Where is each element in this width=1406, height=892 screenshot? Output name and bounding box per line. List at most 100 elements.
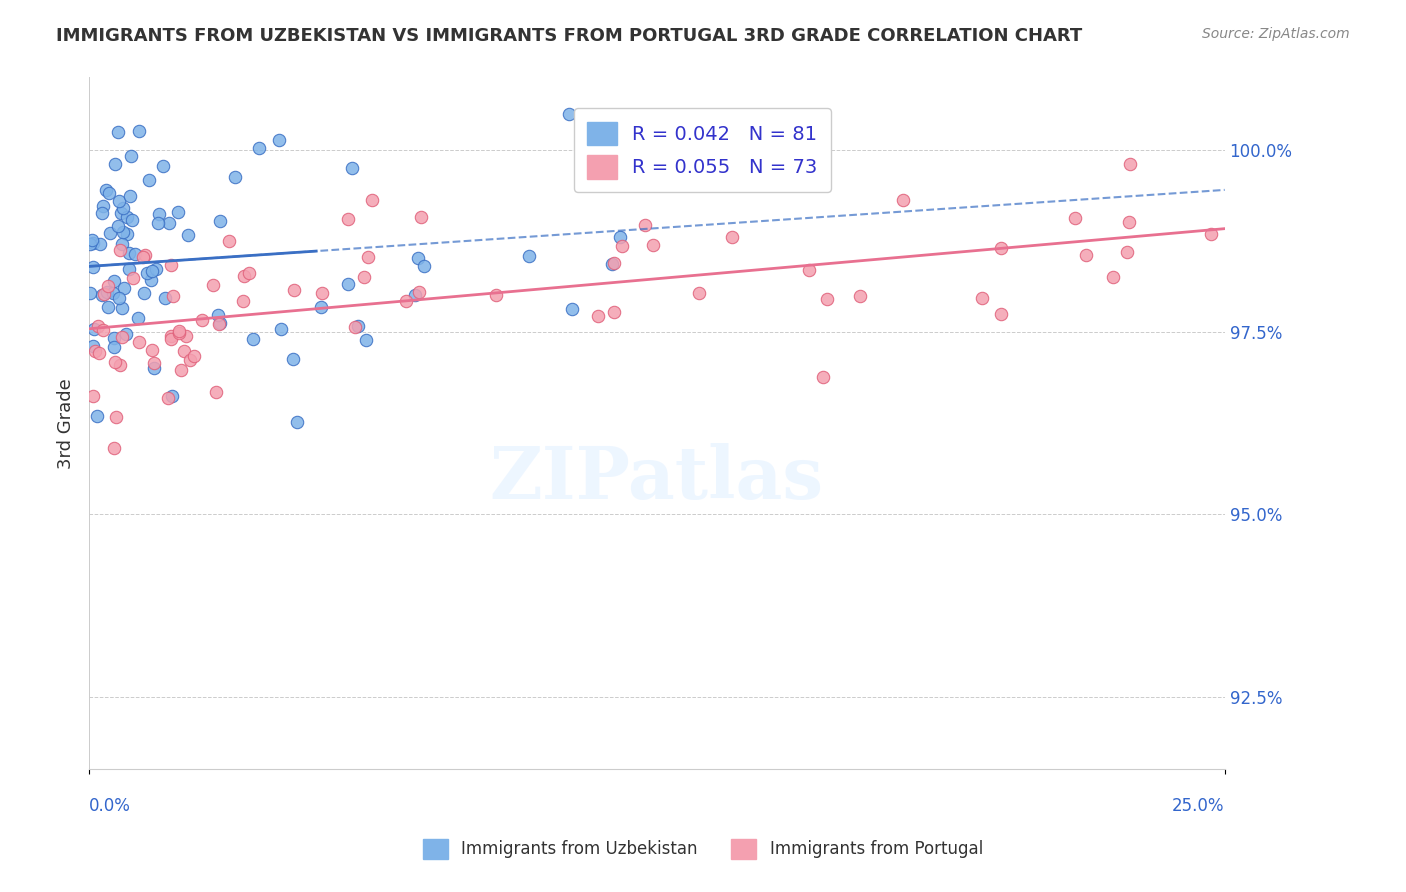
- Point: [283, 283, 305, 297]
- Point: [633, 219, 655, 233]
- Point: [122, 271, 145, 285]
- Point: [811, 370, 834, 384]
- Point: [98, 226, 121, 240]
- Point: [138, 173, 160, 187]
- Point: [103, 340, 125, 354]
- Point: [337, 277, 360, 291]
- Point: [169, 326, 191, 340]
- Point: [270, 322, 292, 336]
- Point: [267, 133, 290, 147]
- Point: [1064, 211, 1087, 226]
- Point: [108, 243, 131, 257]
- Point: [281, 351, 304, 366]
- Point: [145, 261, 167, 276]
- Point: [238, 266, 260, 280]
- Point: [82, 389, 104, 403]
- Point: [91, 287, 114, 301]
- Point: [602, 305, 624, 319]
- Point: [157, 391, 180, 405]
- Point: [612, 239, 634, 253]
- Point: [588, 310, 610, 324]
- Point: [96, 285, 118, 300]
- Point: [183, 349, 205, 363]
- Point: [83, 322, 105, 336]
- Point: [721, 229, 744, 244]
- Point: [395, 293, 418, 308]
- Point: [141, 263, 163, 277]
- Point: [148, 216, 170, 230]
- Point: [118, 245, 141, 260]
- Point: [143, 361, 166, 376]
- Point: [340, 161, 363, 175]
- Point: [90, 206, 112, 220]
- Point: [408, 285, 430, 300]
- Point: [152, 159, 174, 173]
- Point: [98, 186, 121, 200]
- Point: [131, 250, 153, 264]
- Point: [143, 356, 166, 370]
- Point: [177, 227, 200, 242]
- Point: [218, 234, 240, 248]
- Point: [93, 323, 115, 337]
- Point: [110, 206, 132, 220]
- Point: [103, 441, 125, 455]
- Point: [558, 107, 581, 121]
- Legend: R = 0.042   N = 81, R = 0.055   N = 73: R = 0.042 N = 81, R = 0.055 N = 73: [574, 108, 831, 193]
- Point: [603, 256, 626, 270]
- Point: [848, 288, 870, 302]
- Point: [208, 317, 231, 331]
- Point: [118, 189, 141, 203]
- Point: [174, 329, 197, 343]
- Point: [93, 287, 115, 301]
- Point: [87, 318, 110, 333]
- Point: [79, 236, 101, 251]
- Point: [115, 327, 138, 342]
- Point: [104, 355, 127, 369]
- Text: 0.0%: 0.0%: [89, 797, 131, 815]
- Point: [103, 274, 125, 288]
- Point: [97, 300, 120, 314]
- Point: [204, 384, 226, 399]
- Point: [485, 288, 508, 302]
- Point: [232, 294, 254, 309]
- Point: [82, 339, 104, 353]
- Point: [107, 125, 129, 139]
- Point: [79, 285, 101, 300]
- Point: [970, 292, 993, 306]
- Text: 25.0%: 25.0%: [1173, 797, 1225, 815]
- Point: [347, 319, 370, 334]
- Point: [160, 389, 183, 403]
- Point: [83, 344, 105, 359]
- Text: Source: ZipAtlas.com: Source: ZipAtlas.com: [1202, 27, 1350, 41]
- Text: IMMIGRANTS FROM UZBEKISTAN VS IMMIGRANTS FROM PORTUGAL 3RD GRADE CORRELATION CHA: IMMIGRANTS FROM UZBEKISTAN VS IMMIGRANTS…: [56, 27, 1083, 45]
- Point: [1118, 214, 1140, 228]
- Point: [408, 252, 430, 266]
- Point: [202, 277, 225, 292]
- Point: [108, 194, 131, 208]
- Point: [128, 334, 150, 349]
- Point: [124, 247, 146, 261]
- Point: [1101, 270, 1123, 285]
- Point: [207, 308, 229, 322]
- Point: [411, 210, 433, 224]
- Point: [120, 149, 142, 163]
- Point: [224, 169, 246, 184]
- Point: [94, 183, 117, 197]
- Point: [111, 237, 134, 252]
- Point: [990, 241, 1012, 255]
- Point: [600, 258, 623, 272]
- Text: ZIPatlas: ZIPatlas: [489, 443, 824, 515]
- Point: [115, 211, 138, 225]
- Point: [160, 332, 183, 346]
- Point: [105, 409, 128, 424]
- Point: [157, 216, 180, 230]
- Point: [688, 285, 710, 300]
- Point: [136, 266, 159, 280]
- Point: [1115, 245, 1137, 260]
- Point: [404, 288, 426, 302]
- Point: [111, 201, 134, 215]
- Point: [118, 261, 141, 276]
- Point: [337, 212, 360, 227]
- Point: [179, 353, 201, 368]
- Legend: Immigrants from Uzbekistan, Immigrants from Portugal: Immigrants from Uzbekistan, Immigrants f…: [416, 832, 990, 866]
